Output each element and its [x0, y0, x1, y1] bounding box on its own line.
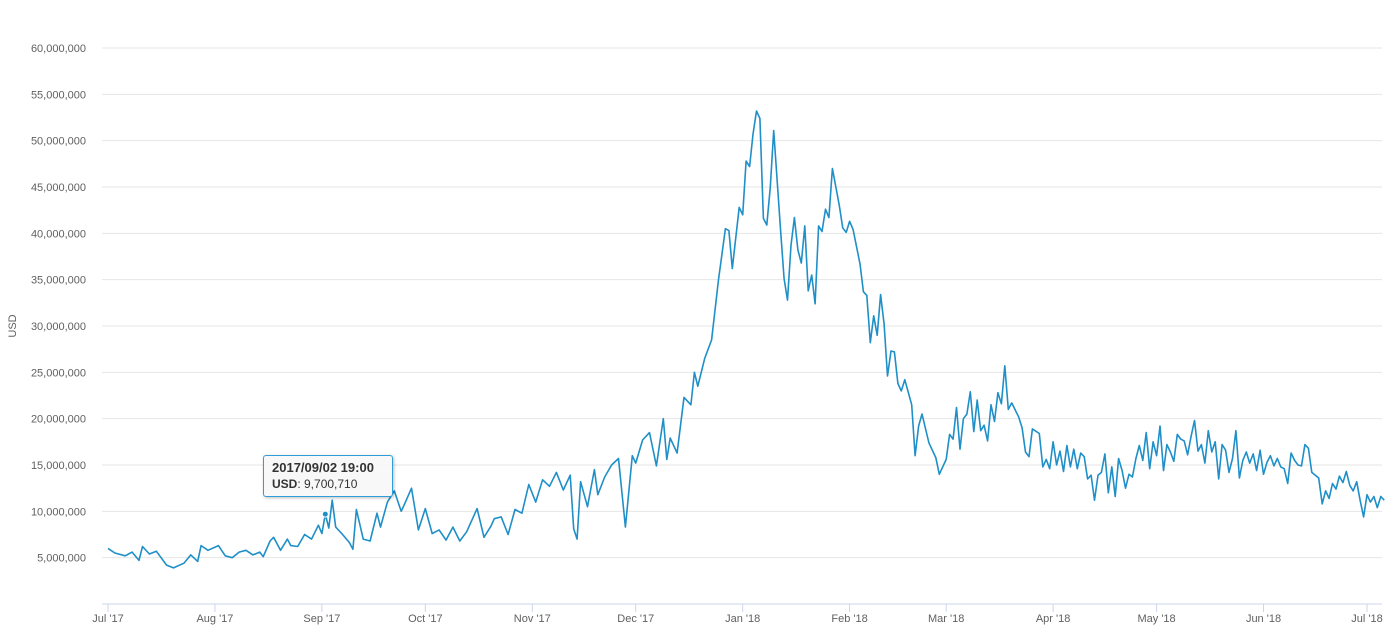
y-tick-label: 25,000,000 — [31, 367, 86, 379]
x-tick-label: Nov '17 — [514, 613, 551, 625]
x-tick-label: Jan '18 — [725, 613, 760, 625]
y-tick-label: 20,000,000 — [31, 414, 86, 426]
x-tick-label: May '18 — [1137, 613, 1175, 625]
y-tick-label: 10,000,000 — [31, 506, 86, 518]
y-tick-label: 15,000,000 — [31, 460, 86, 472]
tooltip-title: 2017/09/02 19:00 — [272, 460, 374, 475]
data-tooltip: 2017/09/02 19:00 USD: 9,700,710 — [263, 455, 393, 497]
tooltip-series-label: USD — [272, 477, 298, 491]
y-axis-label: USD — [7, 314, 19, 337]
x-tick-label: Feb '18 — [831, 613, 867, 625]
y-tick-label: 40,000,000 — [31, 228, 86, 240]
x-tick-label: Aug '17 — [196, 613, 233, 625]
x-tick-label: Jun '18 — [1246, 613, 1281, 625]
tooltip-row: USD: 9,700,710 — [272, 476, 384, 492]
y-tick-label: 45,000,000 — [31, 182, 86, 194]
x-tick-label: Mar '18 — [928, 613, 964, 625]
y-tick-label: 5,000,000 — [37, 553, 86, 565]
x-axis-ticks: Jul '17 Aug '17 Sep '17 Oct '17 Nov '17 Dec '… — [92, 604, 1383, 625]
y-axis-tick-labels: 5,000,000 10,000,000 15,000,000 20,000,000 2… — [31, 43, 86, 565]
y-tick-label: 55,000,000 — [31, 89, 86, 101]
y-tick-label: 50,000,000 — [31, 136, 86, 148]
y-tick-label: 30,000,000 — [31, 321, 86, 333]
hover-point-marker[interactable] — [321, 510, 329, 518]
x-tick-label: Jul '17 — [92, 613, 123, 625]
x-tick-label: Apr '18 — [1036, 613, 1071, 625]
y-tick-label: 35,000,000 — [31, 275, 86, 287]
x-tick-label: Oct '17 — [408, 613, 443, 625]
series-line-usd[interactable] — [107, 110, 1385, 569]
x-tick-label: Dec '17 — [617, 613, 654, 625]
x-tick-label: Jul '18 — [1351, 613, 1382, 625]
x-tick-label: Sep '17 — [303, 613, 340, 625]
y-tick-label: 60,000,000 — [31, 43, 86, 55]
tooltip-value: : 9,700,710 — [297, 477, 358, 491]
